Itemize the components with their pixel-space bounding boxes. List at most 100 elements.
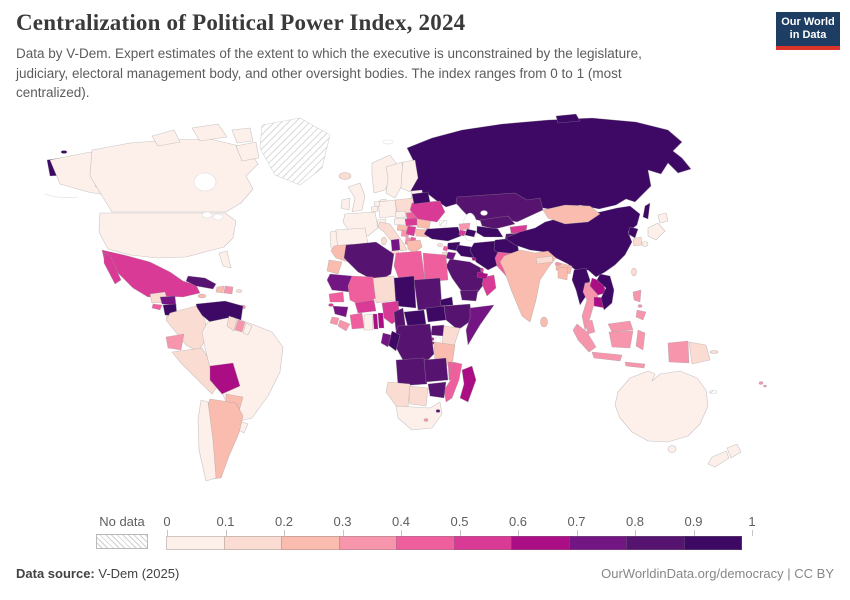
- country-greece[interactable]: [406, 239, 423, 254]
- country-namibia[interactable]: [385, 381, 411, 409]
- legend-swatch[interactable]: [281, 536, 340, 550]
- country-new-zealand[interactable]: [707, 450, 730, 468]
- country-canada[interactable]: [151, 129, 181, 147]
- country-united-states[interactable]: [98, 212, 237, 259]
- country-angola[interactable]: [395, 357, 428, 387]
- country-south-korea[interactable]: [632, 236, 643, 247]
- country-eritrea[interactable]: [439, 296, 454, 307]
- country-senegal[interactable]: [328, 291, 345, 303]
- country-honduras[interactable]: [159, 295, 177, 306]
- region-crimea[interactable]: [438, 219, 448, 227]
- country-indonesia[interactable]: [635, 329, 646, 351]
- country-saudi-arabia[interactable]: [445, 258, 488, 293]
- country-somalia[interactable]: [465, 304, 495, 346]
- legend-no-data-swatch[interactable]: [96, 534, 148, 549]
- country-gabon[interactable]: [380, 332, 392, 348]
- country-chad[interactable]: [393, 275, 417, 309]
- country-togo[interactable]: [372, 313, 379, 330]
- country-puerto-rico[interactable]: [235, 289, 243, 293]
- country-bolivia[interactable]: [209, 362, 241, 395]
- country-russia[interactable]: [60, 150, 68, 154]
- country-el-salvador[interactable]: [151, 303, 163, 311]
- country-serbia[interactable]: [405, 225, 417, 237]
- country-mexico[interactable]: [103, 252, 122, 285]
- country-guinea[interactable]: [332, 305, 349, 318]
- country-australia-tasmania[interactable]: [667, 445, 677, 453]
- country-dr-congo[interactable]: [393, 323, 435, 365]
- country-philippines[interactable]: [637, 304, 643, 308]
- country-uganda[interactable]: [430, 324, 445, 337]
- country-ghana[interactable]: [363, 313, 374, 331]
- country-papua-new-guinea[interactable]: [709, 350, 719, 354]
- country-philippines[interactable]: [635, 309, 647, 321]
- country-canada[interactable]: [235, 141, 260, 162]
- country-vietnam[interactable]: [596, 273, 615, 311]
- legend-swatch[interactable]: [396, 536, 455, 550]
- country-azerbaijan[interactable]: [464, 228, 477, 238]
- country-tunisia[interactable]: [390, 238, 401, 252]
- country-dominican-republic[interactable]: [223, 285, 234, 295]
- country-fiji[interactable]: [763, 384, 767, 388]
- country-nepal[interactable]: [535, 255, 554, 265]
- legend-swatch[interactable]: [223, 536, 282, 550]
- country-guinea-bissau[interactable]: [328, 303, 334, 307]
- region-new-caledonia[interactable]: [708, 390, 718, 394]
- country-indonesia[interactable]: [667, 340, 690, 364]
- country-indonesia[interactable]: [572, 323, 597, 353]
- country-new-zealand[interactable]: [726, 443, 742, 459]
- country-zambia[interactable]: [423, 357, 449, 383]
- country-malaysia[interactable]: [584, 319, 596, 335]
- country-greenland[interactable]: [259, 117, 331, 186]
- country-mongolia[interactable]: [542, 204, 601, 225]
- country-armenia[interactable]: [458, 229, 467, 237]
- country-ukraine[interactable]: [409, 200, 446, 223]
- legend-swatch[interactable]: [626, 536, 685, 550]
- country-madagascar[interactable]: [459, 365, 477, 403]
- country-papua-new-guinea[interactable]: [688, 341, 711, 365]
- country-turkey[interactable]: [423, 226, 462, 242]
- footer-credit[interactable]: OurWorldinData.org/democracy | CC BY: [601, 566, 834, 581]
- country-australia[interactable]: [614, 370, 709, 443]
- country-hungary[interactable]: [404, 217, 419, 227]
- country-bhutan[interactable]: [554, 262, 562, 266]
- country-brazil[interactable]: [201, 316, 284, 423]
- country-lebanon[interactable]: [442, 245, 449, 252]
- country-india[interactable]: [499, 249, 557, 323]
- country-belgium[interactable]: [370, 205, 379, 213]
- country-russia[interactable]: [404, 117, 692, 212]
- legend-swatch[interactable]: [338, 536, 397, 550]
- country-taiwan[interactable]: [631, 267, 637, 277]
- country-niger[interactable]: [372, 275, 397, 304]
- country-zimbabwe[interactable]: [427, 381, 447, 399]
- country-north-korea[interactable]: [627, 226, 639, 239]
- country-ecuador[interactable]: [165, 333, 185, 351]
- country-czechia[interactable]: [394, 210, 407, 219]
- country-eswatini[interactable]: [435, 409, 441, 413]
- country-russia[interactable]: [555, 113, 581, 124]
- country-kazakhstan[interactable]: [455, 192, 544, 223]
- country-guyana[interactable]: [226, 315, 238, 332]
- region-western-sahara[interactable]: [326, 259, 343, 275]
- country-jordan[interactable]: [445, 251, 457, 261]
- legend-swatch[interactable]: [166, 536, 225, 550]
- country-mozambique[interactable]: [443, 361, 463, 403]
- country-indonesia[interactable]: [608, 330, 634, 349]
- country-austria[interactable]: [393, 217, 407, 226]
- country-south-sudan[interactable]: [425, 305, 447, 323]
- country-iraq[interactable]: [455, 244, 476, 259]
- country-mexico[interactable]: [101, 249, 201, 298]
- country-kenya[interactable]: [441, 325, 461, 347]
- country-canada[interactable]: [89, 138, 259, 213]
- country-canada[interactable]: [231, 127, 254, 144]
- country-suriname[interactable]: [234, 319, 246, 333]
- country-egypt[interactable]: [422, 252, 449, 283]
- country-french-guiana[interactable]: [242, 322, 253, 336]
- country-united-states[interactable]: [218, 250, 232, 269]
- country-uzbekistan[interactable]: [479, 215, 516, 230]
- country-indonesia[interactable]: [591, 351, 623, 362]
- country-cuba[interactable]: [185, 275, 217, 290]
- country-botswana[interactable]: [407, 385, 429, 407]
- country-georgia[interactable]: [458, 222, 471, 231]
- country-lesotho[interactable]: [423, 418, 429, 422]
- country-liberia[interactable]: [337, 319, 351, 332]
